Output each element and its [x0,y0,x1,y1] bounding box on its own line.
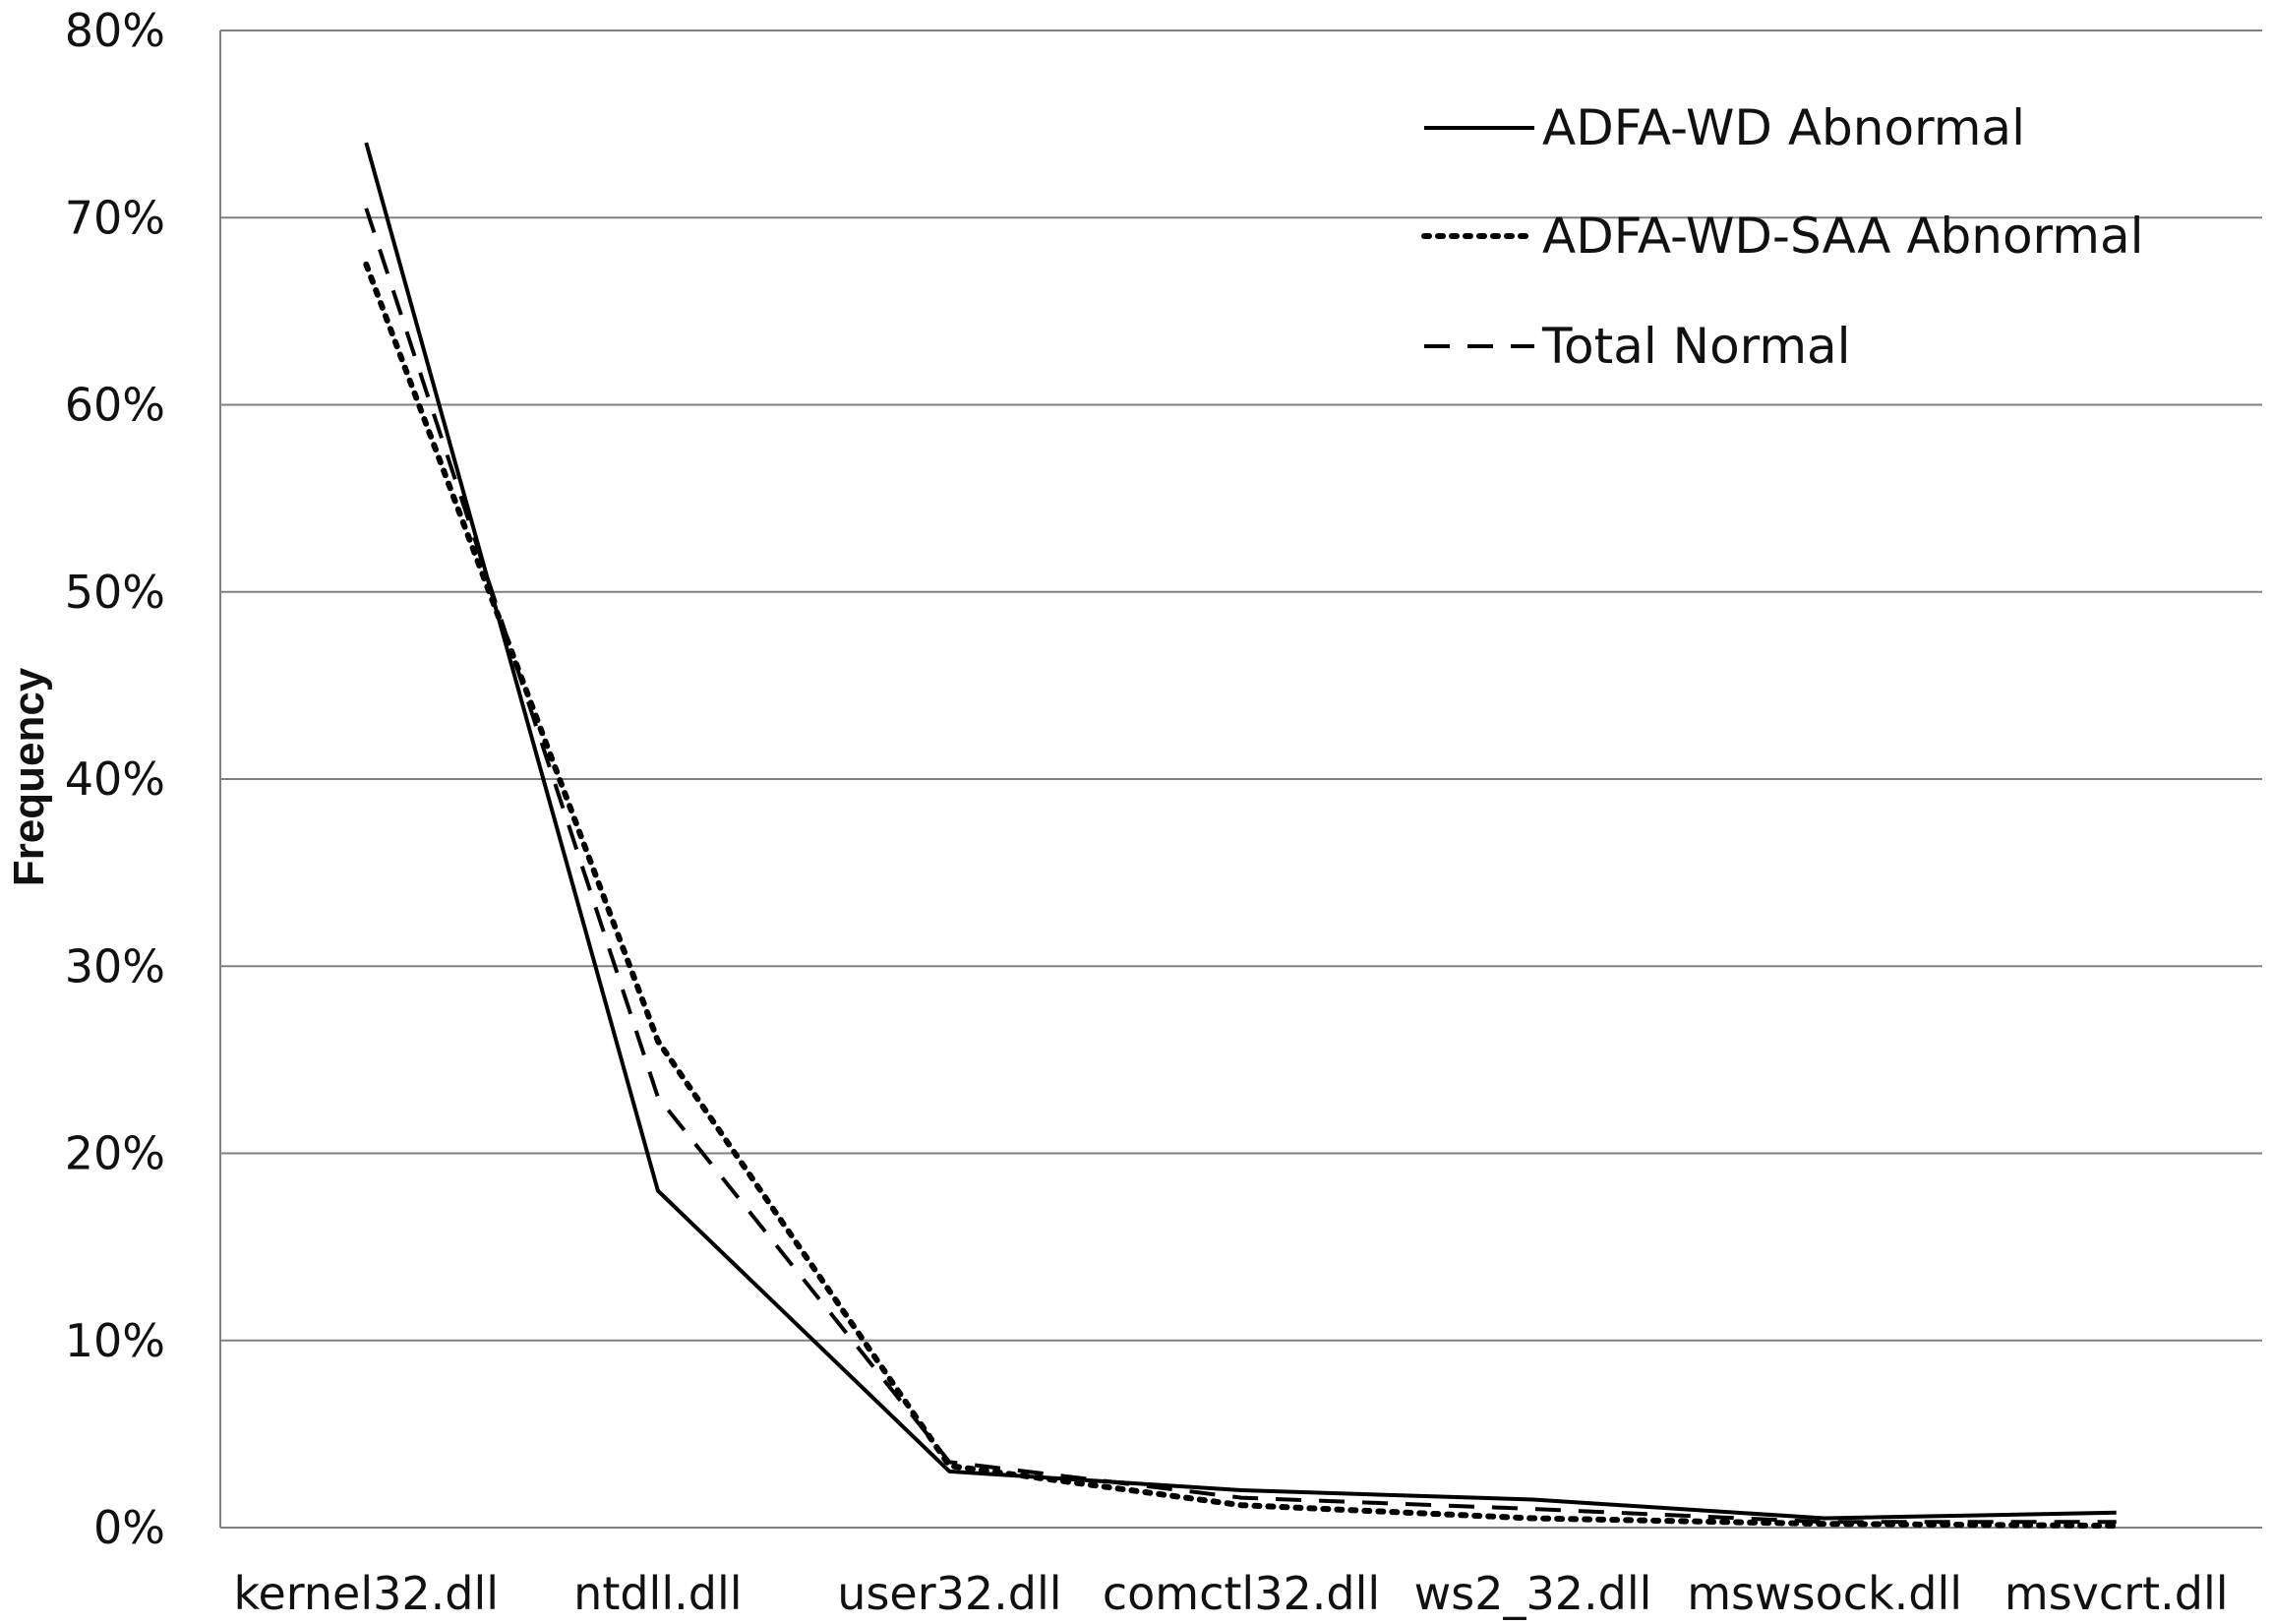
y-tick-label: 20% [65,1127,165,1180]
series-line-2 [363,261,2120,1530]
legend: ADFA-WD Abnormal ADFA-WD-SAA Abnormal Tota… [1421,99,2143,375]
y-tick-label: 40% [65,752,165,806]
x-tick-label: ntdll.dll [573,1567,742,1620]
y-tick-label: 70% [65,191,165,244]
y-tick-label: 10% [65,1314,165,1367]
y-axis-label: Frequency [5,667,53,886]
x-tick-label: ws2_32.dll [1414,1567,1652,1620]
axes [219,30,2262,1529]
y-tick-label: 80% [65,4,165,57]
y-tick-label: 50% [65,566,165,619]
series-lines [363,142,2120,1530]
legend-label: Total Normal [1541,318,1851,375]
legend-label: ADFA-WD-SAA Abnormal [1542,208,2143,265]
y-tick-label: 30% [65,939,165,992]
x-tick-label: comctl32.dll [1103,1567,1380,1620]
y-tick-label: 60% [65,379,165,432]
series-line-1 [364,142,2117,1521]
x-tick-label: mswsock.dll [1687,1567,1962,1620]
x-tick-label: kernel32.dll [234,1567,500,1620]
x-tick-label: msvcrt.dll [2004,1567,2229,1620]
x-tick-label: user32.dll [837,1567,1061,1620]
x-tick-labels: kernel32.dll ntdll.dll user32.dll comctl32.… [234,1567,2229,1620]
y-tick-label: 0% [93,1501,165,1554]
legend-label: ADFA-WD Abnormal [1542,99,2025,156]
y-tick-labels: 0% 10% 20% 30% 40% 50% 60% 70% 80% [65,4,165,1554]
series-line-3 [364,208,2117,1525]
